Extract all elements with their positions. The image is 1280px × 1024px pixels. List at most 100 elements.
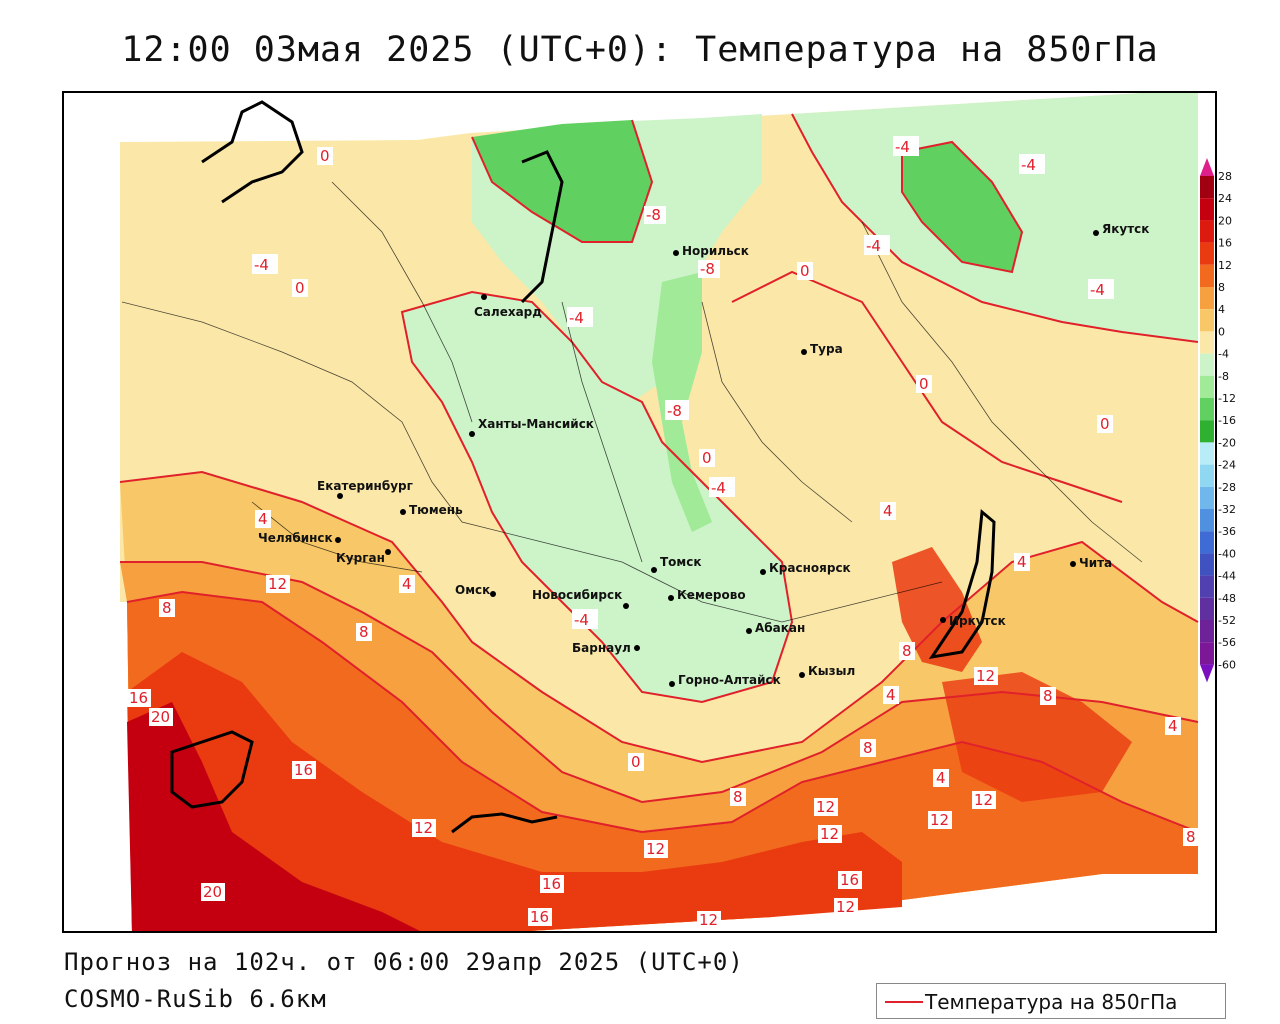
contour-label: 0 [797,262,813,280]
coastlines [170,100,996,834]
city-chita: Чита [1070,556,1112,570]
contour-label: 12 [697,911,721,929]
svg-text:Ханты-Мансийск: Ханты-Мансийск [478,417,594,431]
colorbar-swatch [1200,264,1214,287]
colorbar-tick-label: -60 [1218,658,1236,671]
contour-label: 12 [972,791,996,809]
colorbar-tick-label: -24 [1218,459,1236,472]
contour-labels: 0 -8 -4 -8 -4 0 -4 0 -4 -4 -8 0 -4 0 0 4… [127,136,1199,929]
contour-label: -4 [893,136,919,156]
contour-label: 16 [838,871,862,889]
svg-text:12: 12 [974,791,993,809]
city-salekhard: Салехард [474,294,542,319]
city-kemerovo: Кемерово [668,588,746,602]
colorbar-tick-label: -28 [1218,481,1236,494]
contour-label: 16 [292,761,316,779]
colorbar-tick-label: 20 [1218,214,1232,227]
colorbar-swatch [1200,620,1214,643]
contour-label: -4 [567,307,593,327]
svg-text:Чита: Чита [1079,556,1112,570]
colorbar-tick-label: -44 [1218,570,1236,583]
svg-text:12: 12 [820,825,839,843]
temp-blob-baikal [892,547,982,672]
svg-text:0: 0 [631,753,641,771]
svg-text:20: 20 [203,883,222,901]
svg-text:Салехард: Салехард [474,305,542,319]
svg-text:0: 0 [320,147,330,165]
svg-text:0: 0 [919,375,929,393]
temp-blob-mongolia [942,672,1132,802]
svg-text:-4: -4 [254,256,269,274]
svg-text:12: 12 [268,575,287,593]
contour-label: 8 [1040,687,1056,705]
contour-label: -4 [572,609,598,629]
colorbar-swatch [1200,220,1214,243]
contour-lines [119,113,1199,834]
svg-text:-4: -4 [569,309,584,327]
contour-label: 0 [317,147,333,165]
contour-label: 4 [883,686,899,704]
svg-text:8: 8 [902,642,912,660]
svg-text:-8: -8 [700,260,715,278]
colorbar-swatch [1200,575,1214,598]
contour-label: 8 [899,642,915,660]
contour-label: 12 [818,825,842,843]
svg-text:Омск: Омск [455,583,490,597]
svg-text:8: 8 [359,623,369,641]
city-khanty-mansiysk: Ханты-Мансийск [469,417,594,437]
colorbar-tick-label: 4 [1218,303,1225,316]
svg-text:12: 12 [646,840,665,858]
svg-text:Барнаул: Барнаул [572,641,631,655]
svg-text:16: 16 [530,908,549,926]
colorbar-tick-label: 12 [1218,259,1232,272]
svg-text:12: 12 [836,898,855,916]
city-chelyabinsk: Челябинск [258,531,341,545]
city-barnaul: Барнаул [572,641,640,655]
colorbar-swatch [1200,375,1214,398]
colorbar-tick-label: -12 [1218,392,1236,405]
contour-label: 0 [916,375,932,393]
svg-text:Кызыл: Кызыл [808,664,855,678]
colorbar-bottom-arrow [1200,664,1214,683]
legend-line-swatch [885,1001,923,1003]
legend: Температура на 850гПа [876,983,1226,1019]
contour-label: 4 [255,510,271,528]
contour-label: 16 [540,875,564,893]
temp-band-20 [127,702,420,931]
svg-text:16: 16 [294,761,313,779]
svg-text:Челябинск: Челябинск [258,531,333,545]
colorbar-swatch [1200,353,1214,376]
model-info: COSMO-RuSib 6.6км [64,985,327,1013]
svg-text:Тура: Тура [810,342,843,356]
colorbar-tick-label: -40 [1218,547,1236,560]
contour-label: 8 [356,623,372,641]
city-tyumen: Тюмень [400,503,463,517]
city-krasnoyarsk: Красноярск [760,561,851,575]
contour-label: 12 [412,819,436,837]
svg-text:8: 8 [733,788,743,806]
svg-text:4: 4 [1017,553,1027,571]
contour-label: -4 [1088,279,1114,299]
temperature-colorbar: 28 24 20 16 12 8 4 0 -4 -8 -12 -16 -20 -24 -28 -32 -36 -4… [1200,158,1236,683]
svg-text:-4: -4 [1090,281,1105,299]
city-ekaterinburg: Екатеринбург [317,479,413,499]
svg-text:12: 12 [816,798,835,816]
colorbar-tick-label: -4 [1218,348,1229,361]
colorbar-swatch [1200,597,1214,620]
contour-label: 12 [644,840,668,858]
city-kurgan: Курган [336,549,391,565]
colorbar-tick-label: -20 [1218,436,1236,449]
svg-text:Абакан: Абакан [755,621,805,635]
contour-label: 4 [933,769,949,787]
admin-borders [121,181,1143,623]
city-yakutsk: Якутск [1093,222,1149,236]
svg-text:-8: -8 [646,206,661,224]
svg-text:-4: -4 [711,479,726,497]
contour-label: 0 [292,279,308,297]
colorbar-swatch [1200,642,1214,665]
colorbar-tick-label: 16 [1218,237,1232,250]
contour-label: 20 [201,883,225,901]
svg-text:Тюмень: Тюмень [409,503,463,517]
svg-text:4: 4 [936,769,946,787]
colorbar-swatch [1200,464,1214,487]
